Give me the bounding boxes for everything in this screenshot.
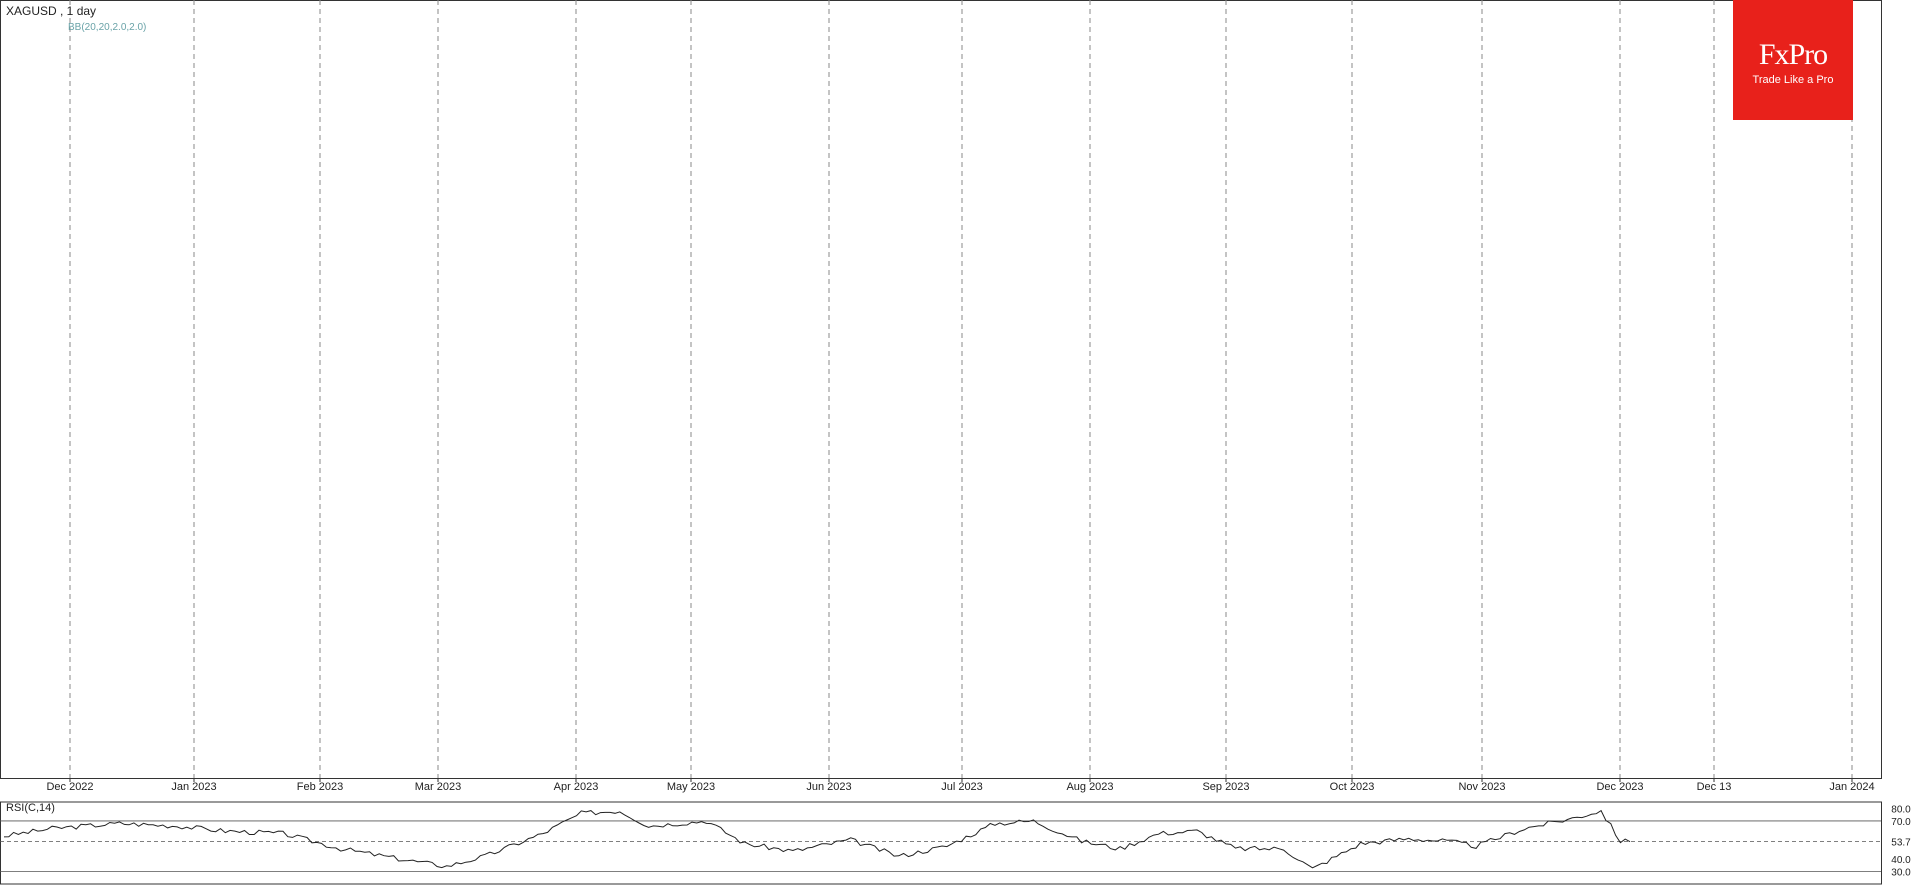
x-tick-label: Oct 2023 [1330,781,1375,793]
x-tick-label: Aug 2023 [1066,781,1113,793]
rsi-tick-label: 70.0 [1891,817,1911,828]
x-tick-label: Dec 13 [1697,781,1732,793]
logo-tagline: Trade Like a Pro [1752,74,1834,86]
rsi-tick-label: 30.0 [1891,867,1911,878]
rsi-line [3,809,1631,869]
rsi-label: RSI(C,14) [6,802,55,814]
x-tick-label: Sep 2023 [1202,781,1249,793]
x-tick-label: Feb 2023 [297,781,343,793]
rsi-indicator: 80.0 70.0 53.7 40.030.0 [0,801,1911,885]
x-tick-label: Jun 2023 [806,781,851,793]
rsi-tick-label: 40.0 [1891,855,1911,866]
x-tick-label: Mar 2023 [415,781,461,793]
x-tick-label: Jan 2024 [1829,781,1874,793]
x-tick-label: Nov 2023 [1458,781,1505,793]
fxpro-logo: FxPro Trade Like a Pro [1733,0,1853,120]
grid [0,0,1882,779]
x-tick-label: Dec 2023 [1596,781,1643,793]
rsi-tick-label: 53.7 [1891,837,1911,848]
logo-brand: FxPro [1758,38,1828,71]
x-tick-label: Apr 2023 [554,781,599,793]
x-tick-label: Dec 2022 [46,781,93,793]
axes: 26.5026.0025.5025.0024.5024.0023.5023.00… [46,778,1875,793]
plot-frame [0,0,1882,779]
indicator-label: BB(20,20,2.0,2.0) [68,22,146,33]
rsi-tick-label: 80.0 [1891,804,1911,815]
chart-title: XAGUSD , 1 day [6,4,96,18]
x-tick-label: Jul 2023 [941,781,983,793]
x-tick-label: Jan 2023 [171,781,216,793]
x-tick-label: May 2023 [667,781,715,793]
